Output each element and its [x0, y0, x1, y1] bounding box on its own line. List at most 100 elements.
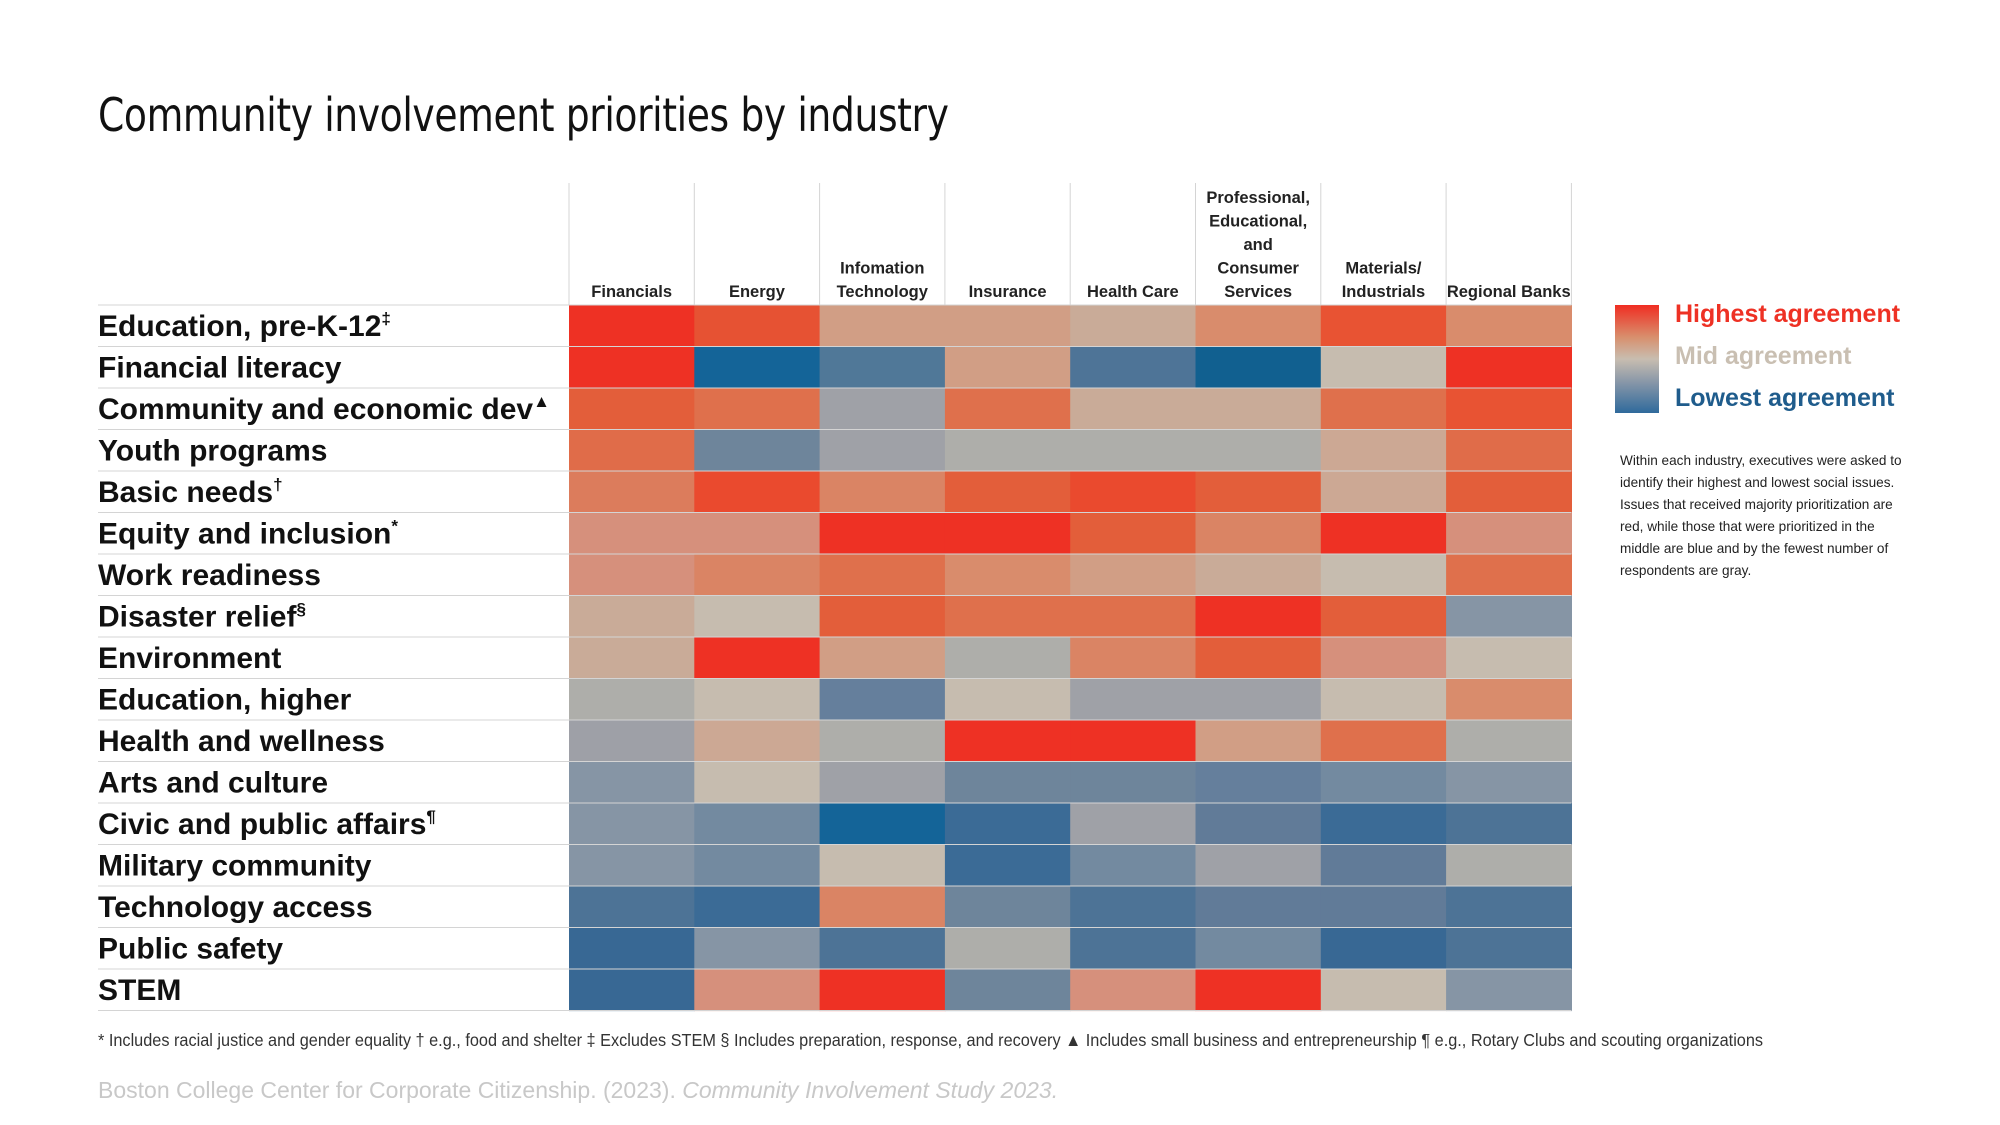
row-label: Disaster relief§	[98, 599, 306, 633]
heatmap-cell	[1446, 678, 1572, 721]
column-label-line: Services	[1224, 283, 1292, 301]
row-label: Civic and public affairs¶	[98, 807, 436, 841]
heatmap-cell	[944, 512, 1071, 555]
heatmap-cell	[1320, 554, 1447, 597]
heatmap-cell	[1195, 595, 1322, 638]
source-title: Community Involvement Study 2023.	[682, 1077, 1059, 1103]
column-label-line: Industrials	[1342, 283, 1425, 301]
heatmap-cell	[1195, 927, 1322, 970]
heatmap-cell	[569, 305, 695, 348]
heatmap-cell	[569, 761, 695, 804]
heatmap-cell	[1320, 761, 1447, 804]
column-label-line: Regional Banks	[1447, 283, 1571, 301]
heatmap-cell	[1070, 595, 1197, 638]
heatmap-cell	[1446, 720, 1572, 763]
heatmap-cell	[944, 761, 1071, 804]
row-label-marker: ¶	[426, 807, 435, 826]
heatmap-cell	[1070, 471, 1197, 514]
heatmap-cell	[1195, 969, 1322, 1012]
row-label-text: Arts and culture	[98, 766, 328, 799]
column-label-line: Insurance	[969, 283, 1047, 301]
heatmap-cell	[569, 471, 695, 514]
column-label-line: Materials/	[1345, 260, 1422, 278]
heatmap-cell	[1195, 720, 1322, 763]
heatmap-cell	[1446, 803, 1572, 846]
footnotes: * Includes racial justice and gender equ…	[98, 1030, 1764, 1050]
column-label-line: Infomation	[840, 260, 924, 278]
heatmap-cell	[944, 969, 1071, 1012]
heatmap-cell	[1195, 803, 1322, 846]
heatmap-cell	[1070, 554, 1197, 597]
heatmap-cell	[819, 429, 946, 472]
heatmap-cell	[694, 969, 821, 1012]
row-label-text: Military community	[98, 849, 372, 882]
heatmap-cell	[1195, 761, 1322, 804]
row-label-text: Youth programs	[98, 434, 327, 467]
heatmap-cell	[1320, 595, 1447, 638]
heatmap-cell	[569, 512, 695, 555]
heatmap-cell	[1446, 844, 1572, 887]
row-label: Military community	[98, 849, 372, 882]
heatmap-cell	[819, 305, 946, 348]
column-label-line: Financials	[591, 283, 672, 301]
heatmap-cell	[694, 761, 821, 804]
row-label-text: Education, pre-K-12	[98, 310, 381, 343]
heatmap-cell	[569, 388, 695, 431]
heatmap-cell	[1070, 720, 1197, 763]
heatmap-cell	[1195, 844, 1322, 887]
heatmap-cell	[1070, 886, 1197, 929]
column-label: Financials	[591, 283, 672, 301]
row-label: Education, pre-K-12‡	[98, 309, 391, 343]
heatmap-cell	[1446, 637, 1572, 680]
heatmap-cell	[694, 429, 821, 472]
row-label: Public safety	[98, 932, 283, 965]
heatmap-cell	[1446, 429, 1572, 472]
heatmap-cell	[1446, 886, 1572, 929]
heatmap-cell	[694, 886, 821, 929]
heatmap-cell	[1195, 512, 1322, 555]
heatmap-cell	[1320, 886, 1447, 929]
row-label-marker: §	[296, 599, 305, 618]
heatmap-cell	[1070, 305, 1197, 348]
heatmap-cell	[1320, 305, 1447, 348]
row-label: Arts and culture	[98, 766, 328, 799]
heatmap-cell	[569, 346, 695, 389]
row-label: STEM	[98, 974, 181, 1007]
heatmap-cell	[819, 720, 946, 763]
heatmap-cell	[1446, 305, 1572, 348]
heatmap-cell	[1320, 471, 1447, 514]
heatmap-cell	[1070, 969, 1197, 1012]
row-label: Education, higher	[98, 683, 352, 716]
heatmap-cell	[694, 346, 821, 389]
heatmap-cell	[1070, 512, 1197, 555]
heatmap-cell	[569, 637, 695, 680]
heatmap-cell	[944, 429, 1071, 472]
row-label-marker: †	[273, 475, 282, 494]
heatmap-cell	[1320, 927, 1447, 970]
heatmap-cell	[694, 637, 821, 680]
heatmap-cell	[1320, 720, 1447, 763]
source-text: Boston College Center for Corporate Citi…	[98, 1077, 683, 1103]
heatmap-cell	[1320, 512, 1447, 555]
column-label-line: Professional,	[1206, 189, 1310, 207]
row-label: Work readiness	[98, 559, 321, 592]
row-label-text: Technology access	[98, 891, 373, 924]
column-label: Professional, Educational, and Consumer Serv…	[1206, 189, 1310, 301]
heatmap-cell	[1446, 554, 1572, 597]
heatmap-cell	[694, 305, 821, 348]
heatmap-cell	[819, 637, 946, 680]
heatmap-cell	[1320, 637, 1447, 680]
heatmap-cell	[1195, 554, 1322, 597]
column-label: Infomation Technology	[837, 260, 929, 302]
legend-color-scale	[1615, 305, 1659, 413]
source-citation: Boston College Center for Corporate Citi…	[98, 1077, 1058, 1104]
column-label: Health Care	[1087, 283, 1179, 301]
row-label-text: Community and economic dev	[98, 393, 533, 426]
row-label: Youth programs	[98, 434, 327, 467]
heatmap-cell	[819, 512, 946, 555]
row-label-text: Financial literacy	[98, 351, 342, 384]
heatmap-cell	[1070, 637, 1197, 680]
row-label: Environment	[98, 642, 281, 675]
row-label: Financial literacy	[98, 351, 342, 384]
heatmap-cell	[569, 678, 695, 721]
